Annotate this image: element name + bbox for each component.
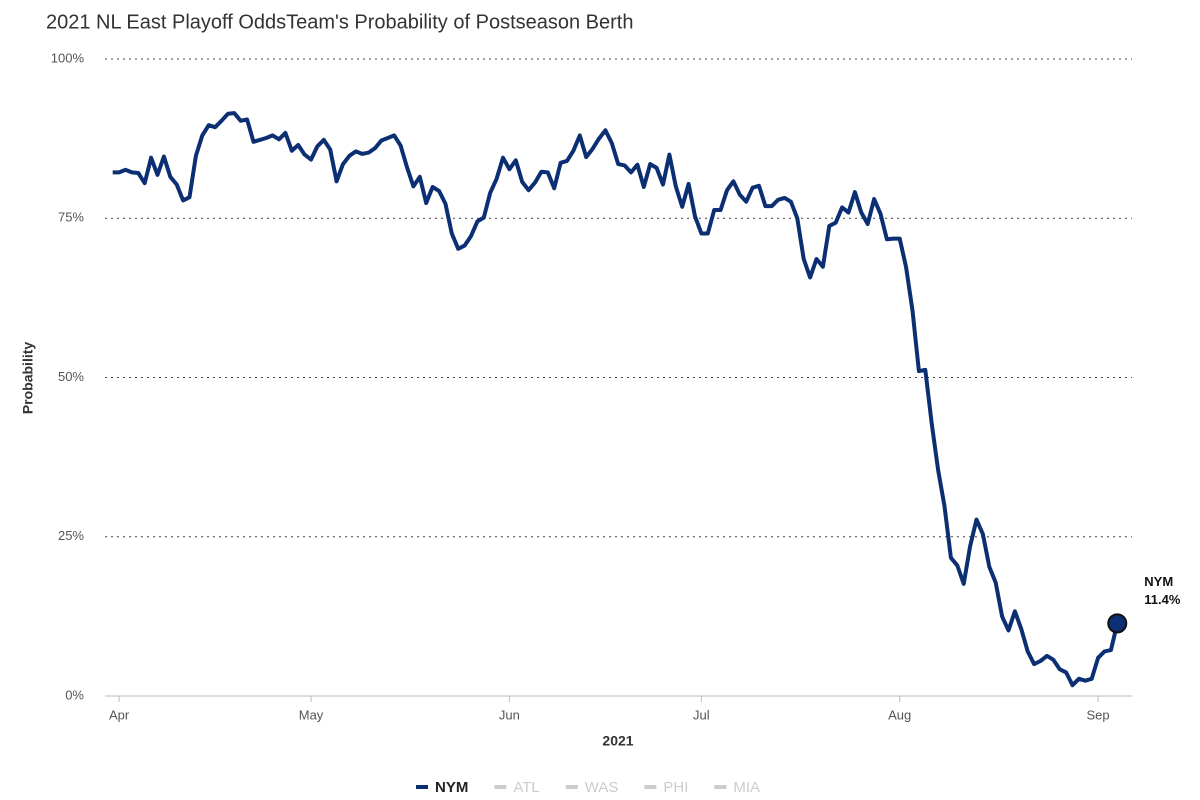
end-label-value: 11.4%	[1144, 592, 1181, 607]
legend-label[interactable]: NYM	[435, 779, 468, 796]
x-tick-label: Sep	[1087, 707, 1110, 722]
x-tick-label: May	[299, 707, 324, 722]
legend-label[interactable]: ATL	[513, 779, 539, 796]
series-line	[112, 111, 1120, 688]
legend-label[interactable]: MIA	[733, 779, 760, 796]
legend-label[interactable]: PHI	[663, 779, 688, 796]
x-tick-label: Aug	[888, 707, 911, 722]
y-axis-label: Probability	[20, 342, 36, 415]
end-label-name: NYM	[1144, 574, 1173, 589]
y-tick-label: 0%	[65, 687, 84, 702]
y-tick-label: 100%	[51, 50, 85, 65]
x-tick-label: Jun	[499, 707, 520, 722]
legend-label[interactable]: WAS	[585, 779, 619, 796]
y-tick-label: 75%	[58, 210, 84, 225]
end-marker	[1107, 613, 1128, 634]
x-axis-label: 2021	[602, 733, 633, 749]
y-tick-label: 50%	[58, 369, 84, 384]
x-tick-label: Apr	[109, 707, 130, 722]
y-tick-label: 25%	[58, 528, 84, 543]
x-tick-label: Jul	[693, 707, 710, 722]
chart-title: 2021 NL East Playoff OddsTeam's Probabil…	[46, 11, 633, 33]
